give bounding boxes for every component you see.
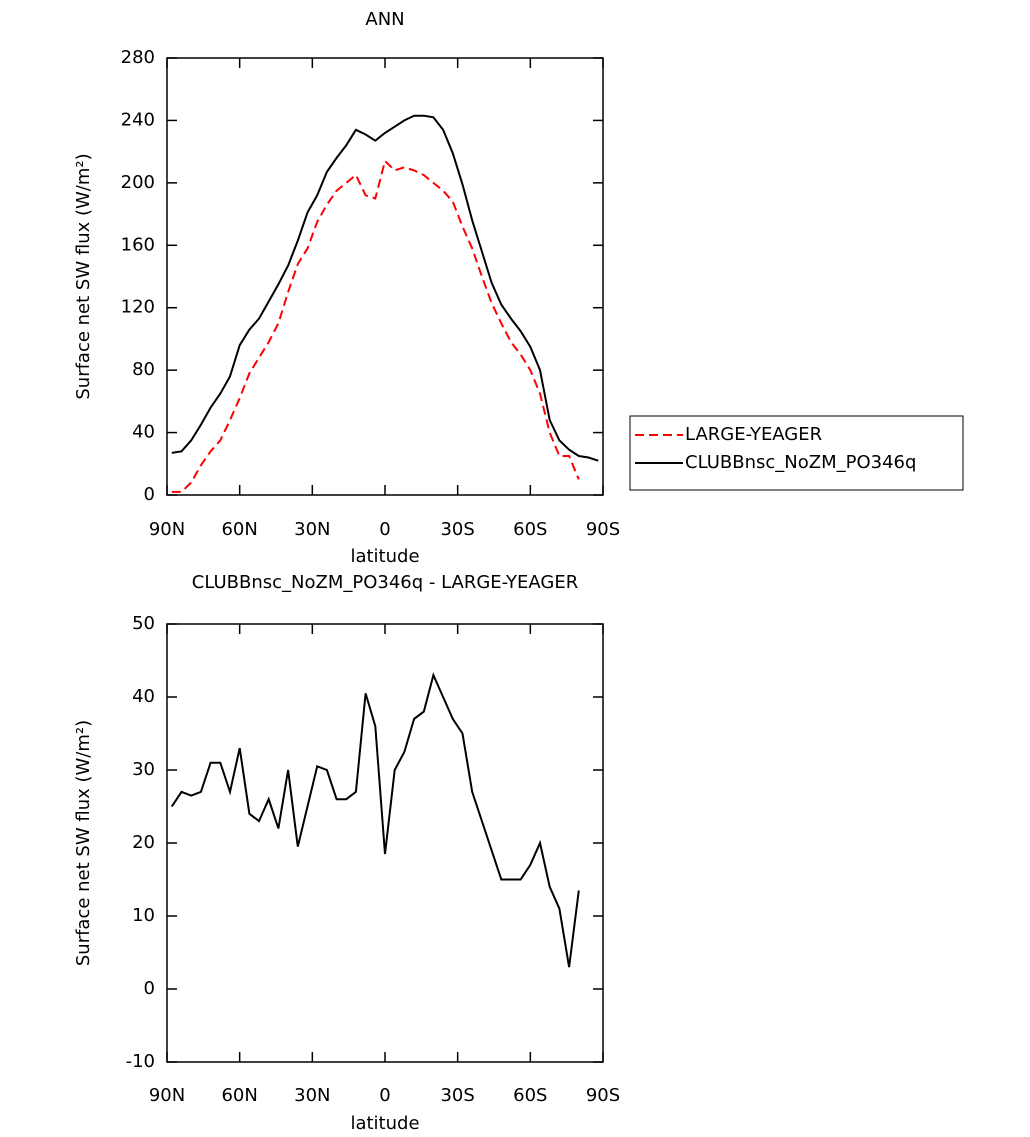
x-tick-label: 60S (513, 519, 547, 540)
plot-frame (166, 57, 604, 496)
x-tick-label: 90S (586, 1085, 620, 1106)
y-tick-label: 40 (132, 422, 155, 443)
y-tick-label: 30 (132, 759, 155, 780)
y-tick-label: -10 (126, 1051, 155, 1072)
x-tick-label: 30N (294, 1085, 330, 1106)
x-tick-label: 30S (440, 1085, 474, 1106)
y-tick-label: 240 (121, 109, 155, 130)
x-axis-label: latitude (350, 546, 419, 567)
y-tick-label: 0 (144, 978, 155, 999)
x-tick-label: 90N (149, 519, 185, 540)
y-tick-label: 280 (121, 47, 155, 68)
x-tick-label: 60N (221, 1085, 257, 1106)
y-tick-label: 20 (132, 832, 155, 853)
y-tick-label: 50 (132, 613, 155, 634)
x-tick-label: 90S (586, 519, 620, 540)
x-tick-label: 60S (513, 1085, 547, 1106)
x-tick-label: 30N (294, 519, 330, 540)
legend-label: LARGE-YEAGER (685, 424, 822, 445)
data-line (171, 159, 580, 493)
chart-title: CLUBBnsc_NoZM_PO346q - LARGE-YEAGER (192, 572, 578, 593)
y-tick-label: 120 (121, 297, 155, 318)
y-axis-label: Surface net SW flux (W/m²) (73, 153, 94, 399)
x-tick-label: 60N (221, 519, 257, 540)
data-line (170, 672, 580, 968)
x-tick-label: 0 (379, 519, 390, 540)
legend-box (629, 415, 964, 491)
legend-label: CLUBBnsc_NoZM_PO346q (685, 452, 916, 473)
y-axis-label: Surface net SW flux (W/m²) (73, 720, 94, 966)
y-tick-label: 0 (144, 484, 155, 505)
chart-title: ANN (365, 9, 404, 30)
x-axis-label: latitude (350, 1113, 419, 1134)
x-tick-label: 30S (440, 519, 474, 540)
x-tick-label: 90N (149, 1085, 185, 1106)
data-line (171, 114, 599, 462)
x-tick-label: 0 (379, 1085, 390, 1106)
y-tick-label: 200 (121, 172, 155, 193)
y-tick-label: 40 (132, 686, 155, 707)
y-tick-label: 80 (132, 359, 155, 380)
y-tick-label: 160 (121, 234, 155, 255)
y-tick-label: 10 (132, 905, 155, 926)
